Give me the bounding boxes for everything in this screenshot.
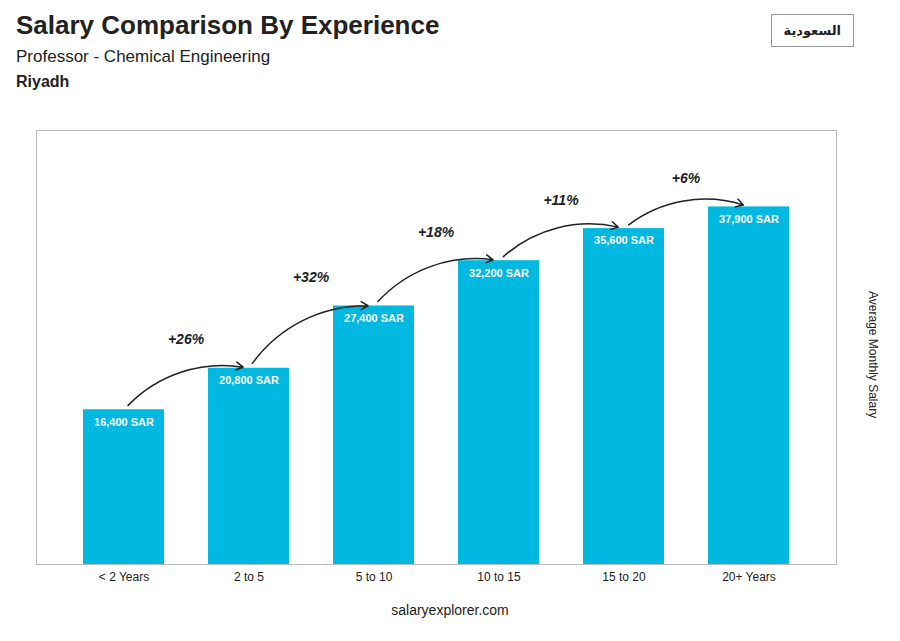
html-text:Riyadh: Riyadh (16, 73, 70, 90)
html-text:salaryexplorer.com: salaryexplorer.com (391, 602, 509, 618)
svg-text:35,600 SAR: 35,600 SAR (594, 234, 654, 246)
svg-text:< 2 Years: < 2 Years (99, 570, 149, 584)
html-text:Salary Comparison By Experienc: Salary Comparison By Experience (16, 10, 440, 40)
svg-text:16,400 SAR: 16,400 SAR (94, 416, 154, 428)
svg-text:2 to 5: 2 to 5 (234, 570, 264, 584)
svg-text:15 to 20: 15 to 20 (602, 570, 646, 584)
svg-text:20+ Years: 20+ Years (722, 570, 776, 584)
svg-text:37,900 SAR: 37,900 SAR (719, 213, 779, 225)
svg-text:5 to 10: 5 to 10 (356, 570, 393, 584)
html-text:Average Monthly Salary: Average Monthly Salary (866, 291, 880, 419)
svg-text:32,200 SAR: 32,200 SAR (469, 267, 529, 279)
svg-text:+26%: +26% (168, 331, 205, 347)
svg-text:27,400 SAR: 27,400 SAR (344, 312, 404, 324)
svg-text:20,800 SAR: 20,800 SAR (219, 374, 279, 386)
svg-text:10 to 15: 10 to 15 (477, 570, 521, 584)
svg-text:+32%: +32% (293, 269, 330, 285)
html-text:Professor - Chemical Engineeri: Professor - Chemical Engineering (16, 47, 271, 66)
svg-text:+18%: +18% (418, 224, 455, 240)
html-text:السعودية: السعودية (783, 23, 841, 38)
svg-text:+6%: +6% (672, 170, 701, 186)
svg-text:+11%: +11% (543, 192, 579, 208)
